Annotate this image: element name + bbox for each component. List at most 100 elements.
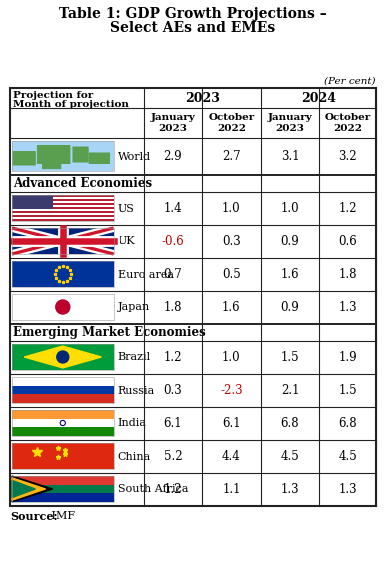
Text: Japan: Japan bbox=[118, 303, 150, 313]
Text: -0.6: -0.6 bbox=[161, 235, 184, 248]
Text: 1.8: 1.8 bbox=[339, 268, 357, 281]
Bar bbox=[10, 88, 376, 506]
Bar bbox=[12, 141, 113, 171]
Text: 0.3: 0.3 bbox=[164, 384, 182, 397]
Bar bbox=[12, 394, 113, 403]
Bar bbox=[12, 201, 113, 203]
Bar bbox=[12, 205, 113, 207]
Text: 1.6: 1.6 bbox=[222, 301, 241, 314]
Bar bbox=[12, 203, 113, 205]
Bar bbox=[12, 215, 113, 217]
Text: 1.0: 1.0 bbox=[222, 351, 241, 364]
Bar bbox=[12, 344, 113, 370]
Text: 1.5: 1.5 bbox=[338, 384, 357, 397]
Text: 1.3: 1.3 bbox=[338, 301, 357, 314]
Text: 4.4: 4.4 bbox=[222, 450, 241, 463]
Text: 1.3: 1.3 bbox=[281, 483, 299, 496]
Text: Source:: Source: bbox=[10, 511, 58, 522]
Text: Advanced Economies: Advanced Economies bbox=[13, 177, 152, 190]
Bar bbox=[12, 344, 113, 370]
Text: US: US bbox=[118, 203, 134, 213]
Text: 0.6: 0.6 bbox=[338, 235, 357, 248]
Text: 6.8: 6.8 bbox=[281, 417, 299, 430]
Text: 1.1: 1.1 bbox=[222, 483, 241, 496]
Bar bbox=[12, 199, 113, 201]
Bar bbox=[12, 219, 113, 221]
Bar bbox=[12, 207, 113, 209]
Bar bbox=[12, 228, 113, 254]
Text: 3.2: 3.2 bbox=[338, 150, 357, 163]
Text: Russia: Russia bbox=[118, 386, 155, 396]
Text: Euro area: Euro area bbox=[118, 270, 174, 279]
Bar bbox=[12, 209, 113, 211]
Bar bbox=[12, 476, 113, 502]
Text: 0.3: 0.3 bbox=[222, 235, 241, 248]
Text: 1.8: 1.8 bbox=[164, 301, 182, 314]
Bar bbox=[12, 141, 113, 171]
Bar bbox=[12, 377, 113, 403]
FancyBboxPatch shape bbox=[89, 152, 110, 164]
Polygon shape bbox=[12, 476, 52, 502]
Bar bbox=[12, 197, 113, 199]
Bar bbox=[12, 228, 113, 254]
Bar bbox=[12, 443, 113, 469]
FancyBboxPatch shape bbox=[42, 162, 61, 169]
Text: Table 1: GDP Growth Projections –: Table 1: GDP Growth Projections – bbox=[59, 7, 327, 21]
Bar bbox=[12, 261, 113, 287]
Bar bbox=[12, 195, 113, 197]
Text: 6.1: 6.1 bbox=[222, 417, 241, 430]
Text: 2.9: 2.9 bbox=[164, 150, 182, 163]
Polygon shape bbox=[12, 480, 36, 497]
Bar bbox=[12, 211, 113, 213]
Text: 1.0: 1.0 bbox=[222, 202, 241, 215]
Text: 2023: 2023 bbox=[185, 91, 220, 105]
Text: Emerging Market Economies: Emerging Market Economies bbox=[13, 326, 206, 339]
Text: October
2022: October 2022 bbox=[208, 113, 254, 132]
FancyBboxPatch shape bbox=[73, 146, 89, 163]
Bar bbox=[12, 410, 113, 436]
Text: 0.7: 0.7 bbox=[164, 268, 182, 281]
Bar bbox=[12, 195, 113, 221]
Text: 1.2: 1.2 bbox=[164, 483, 182, 496]
Text: 4.5: 4.5 bbox=[338, 450, 357, 463]
Bar bbox=[12, 377, 113, 386]
Bar bbox=[12, 217, 113, 219]
Text: (Per cent): (Per cent) bbox=[323, 77, 375, 86]
Text: IMF: IMF bbox=[48, 511, 75, 521]
Bar bbox=[12, 428, 113, 436]
Text: World: World bbox=[118, 152, 151, 162]
Text: 2.7: 2.7 bbox=[222, 150, 241, 163]
Bar bbox=[12, 213, 113, 215]
Text: 6.1: 6.1 bbox=[164, 417, 182, 430]
FancyBboxPatch shape bbox=[37, 145, 70, 164]
Text: January
2023: January 2023 bbox=[267, 113, 312, 132]
Bar bbox=[12, 419, 113, 428]
Text: Projection for: Projection for bbox=[13, 91, 93, 100]
Text: 1.2: 1.2 bbox=[339, 202, 357, 215]
Text: South Africa: South Africa bbox=[118, 485, 188, 494]
Text: China: China bbox=[118, 451, 151, 461]
Polygon shape bbox=[24, 346, 102, 368]
Text: 2.1: 2.1 bbox=[281, 384, 299, 397]
Text: 1.0: 1.0 bbox=[281, 202, 299, 215]
FancyBboxPatch shape bbox=[12, 151, 36, 166]
Bar bbox=[12, 476, 113, 485]
Text: 1.4: 1.4 bbox=[164, 202, 182, 215]
Text: 1.3: 1.3 bbox=[338, 483, 357, 496]
Text: 0.9: 0.9 bbox=[281, 235, 300, 248]
Polygon shape bbox=[12, 478, 46, 500]
Bar bbox=[12, 294, 113, 320]
Text: 0.5: 0.5 bbox=[222, 268, 241, 281]
Circle shape bbox=[57, 351, 69, 363]
Bar bbox=[12, 493, 113, 502]
Circle shape bbox=[56, 300, 70, 314]
Text: 0.9: 0.9 bbox=[281, 301, 300, 314]
Bar bbox=[12, 261, 113, 287]
Text: 1.9: 1.9 bbox=[338, 351, 357, 364]
Text: 1.2: 1.2 bbox=[164, 351, 182, 364]
Text: 4.5: 4.5 bbox=[281, 450, 300, 463]
Bar bbox=[12, 410, 113, 419]
Text: Brazil: Brazil bbox=[118, 353, 151, 363]
Text: 5.2: 5.2 bbox=[164, 450, 182, 463]
Text: Select AEs and EMEs: Select AEs and EMEs bbox=[110, 21, 276, 35]
